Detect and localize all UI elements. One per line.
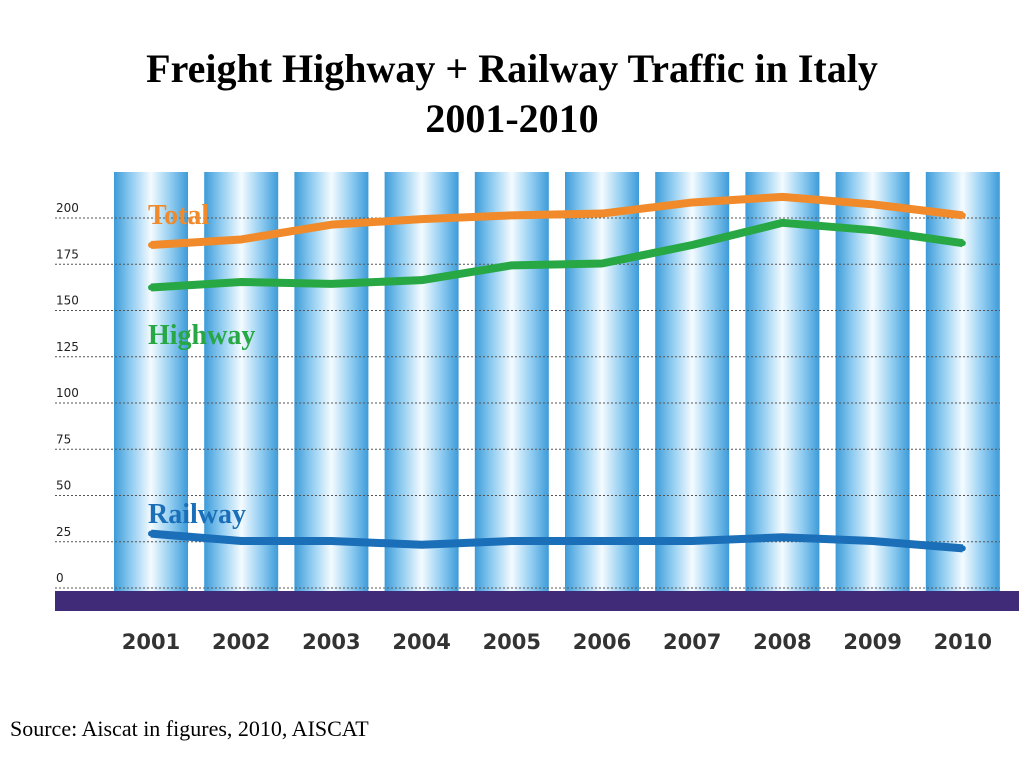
data-point-railway-2008 [779,534,786,541]
x-tick-label-2002: 2002 [212,630,270,654]
y-tick-label-25: 25 [56,525,71,539]
data-point-highway-2008 [779,219,786,226]
series-line-highway [150,218,964,292]
series-line-railway [150,529,964,553]
y-tick-label-75: 75 [56,432,71,446]
data-point-highway-2001 [148,284,154,291]
data-point-total-2009 [869,201,876,208]
x-tick-label-2005: 2005 [483,630,541,654]
data-point-railway-2002 [238,538,245,544]
data-point-total-2010 [959,212,966,219]
chart-title: Freight Highway + Railway Traffic in Ita… [0,44,1024,144]
title-line-2: 2001-2010 [425,96,599,141]
data-point-highway-2003 [328,280,335,287]
data-point-total-2004 [418,216,425,223]
background-column-2003 [294,172,369,592]
y-tick-label-150: 150 [56,294,79,308]
data-point-railway-2006 [599,538,605,544]
background-column-2005 [474,172,549,592]
data-point-total-2002 [238,236,245,243]
data-point-highway-2005 [508,262,515,269]
y-tick-label-0: 0 [56,571,64,585]
y-tick-label-125: 125 [56,340,79,354]
x-tick-label-2004: 2004 [392,630,450,654]
y-tick-label-175: 175 [56,247,79,261]
x-tick-label-2003: 2003 [302,630,360,654]
background-column-2009 [835,172,910,592]
data-point-railway-2009 [869,538,876,544]
x-tick-label-2006: 2006 [573,630,631,654]
data-point-highway-2007 [689,242,696,248]
data-point-highway-2006 [599,260,605,267]
background-column-2004 [384,172,459,592]
x-tick-label-2007: 2007 [663,630,721,654]
series-line-total [150,192,964,249]
data-point-highway-2010 [959,240,966,247]
data-point-highway-2004 [418,277,425,284]
y-tick-label-100: 100 [56,386,79,400]
chart-baseline-bar [55,591,1019,611]
source-note: Source: Aiscat in figures, 2010, AISCAT [10,716,369,741]
data-point-highway-2009 [869,227,876,234]
data-point-railway-2003 [328,538,335,544]
x-tick-label-2008: 2008 [753,630,811,654]
data-point-total-2003 [328,221,335,228]
x-tick-label-2009: 2009 [843,630,901,654]
x-tick-label-2001: 2001 [122,630,180,654]
data-point-total-2001 [148,242,154,248]
background-column-2008 [745,172,820,592]
series-label-railway: Railway [148,499,246,530]
title-line-1: Freight Highway + Railway Traffic in Ita… [146,46,878,91]
series-label-highway: Highway [148,320,255,351]
background-column-2010 [925,172,1000,592]
y-tick-label-50: 50 [56,479,71,493]
data-point-total-2007 [689,199,696,206]
data-point-railway-2005 [508,538,515,544]
data-point-railway-2007 [689,538,696,544]
data-point-total-2005 [508,212,515,219]
background-column-2006 [565,172,639,592]
data-point-railway-2001 [148,530,154,537]
data-point-railway-2004 [418,541,425,548]
data-point-total-2006 [599,210,605,217]
data-point-total-2008 [779,193,786,200]
x-tick-label-2010: 2010 [934,630,992,654]
data-point-highway-2002 [238,279,245,285]
series-label-total: Total [148,200,209,231]
y-tick-label-200: 200 [56,201,79,215]
data-point-railway-2010 [959,545,966,552]
